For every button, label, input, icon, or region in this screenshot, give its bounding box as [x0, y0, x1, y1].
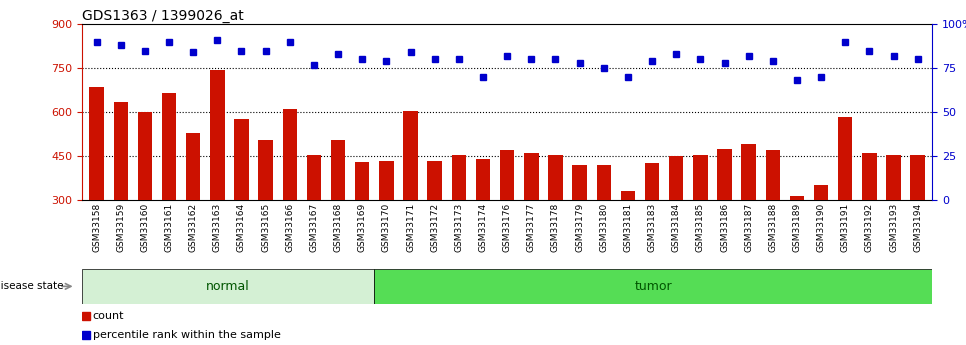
Bar	[374, 269, 932, 304]
Text: disease state: disease state	[0, 282, 64, 291]
Text: tumor: tumor	[635, 280, 672, 293]
Bar	[911, 155, 925, 200]
Text: GSM33185: GSM33185	[696, 203, 705, 253]
Bar	[330, 140, 346, 200]
Text: GSM33170: GSM33170	[382, 203, 391, 253]
Text: GSM33169: GSM33169	[357, 203, 367, 253]
Bar	[235, 119, 249, 200]
Bar	[404, 111, 417, 200]
Bar	[114, 102, 128, 200]
Bar	[185, 132, 201, 200]
Text: GSM33161: GSM33161	[164, 203, 174, 253]
Text: normal: normal	[207, 280, 250, 293]
Bar	[742, 144, 756, 200]
Text: GSM33178: GSM33178	[551, 203, 560, 253]
Bar	[476, 159, 491, 200]
Bar	[597, 165, 611, 200]
Text: GSM33177: GSM33177	[526, 203, 536, 253]
Bar	[379, 160, 394, 200]
Text: GSM33194: GSM33194	[913, 203, 923, 252]
Bar	[451, 155, 466, 200]
Bar	[355, 162, 369, 200]
Text: GSM33191: GSM33191	[840, 203, 850, 253]
Bar	[549, 155, 562, 200]
Text: GSM33176: GSM33176	[502, 203, 512, 253]
Bar	[162, 93, 177, 200]
Bar	[306, 155, 321, 200]
Bar	[887, 155, 901, 200]
Text: GSM33186: GSM33186	[720, 203, 729, 253]
Text: GSM33158: GSM33158	[92, 203, 101, 253]
Text: GSM33172: GSM33172	[430, 203, 440, 252]
Text: GDS1363 / 1399026_at: GDS1363 / 1399026_at	[82, 9, 243, 23]
Text: GSM33173: GSM33173	[454, 203, 464, 253]
Text: GSM33189: GSM33189	[792, 203, 802, 253]
Text: GSM33181: GSM33181	[623, 203, 633, 253]
Bar	[717, 149, 732, 200]
Text: GSM33168: GSM33168	[333, 203, 343, 253]
Text: GSM33164: GSM33164	[237, 203, 246, 252]
Text: GSM33180: GSM33180	[599, 203, 609, 253]
Text: GSM33166: GSM33166	[285, 203, 295, 253]
Text: GSM33187: GSM33187	[744, 203, 753, 253]
Text: GSM33160: GSM33160	[140, 203, 150, 253]
Bar	[645, 164, 659, 200]
Text: GSM33190: GSM33190	[816, 203, 826, 253]
Text: GSM33163: GSM33163	[213, 203, 222, 253]
Text: GSM33159: GSM33159	[116, 203, 126, 253]
Text: GSM33162: GSM33162	[188, 203, 198, 252]
Bar	[838, 117, 853, 200]
Bar	[572, 165, 586, 200]
Bar	[82, 269, 375, 304]
Bar	[863, 153, 877, 200]
Bar	[813, 186, 829, 200]
Bar	[668, 156, 684, 200]
Bar	[621, 191, 636, 200]
Text: percentile rank within the sample: percentile rank within the sample	[93, 330, 280, 339]
Bar	[138, 112, 153, 200]
Bar	[500, 150, 514, 200]
Text: GSM33192: GSM33192	[865, 203, 874, 252]
Bar	[790, 196, 804, 200]
Text: GSM33193: GSM33193	[889, 203, 898, 253]
Bar	[211, 70, 224, 200]
Text: GSM33165: GSM33165	[261, 203, 270, 253]
Text: GSM33167: GSM33167	[309, 203, 319, 253]
Bar	[259, 140, 273, 200]
Bar	[524, 153, 539, 200]
Bar	[89, 87, 104, 200]
Text: count: count	[93, 311, 125, 321]
Text: GSM33188: GSM33188	[768, 203, 778, 253]
Text: GSM33171: GSM33171	[406, 203, 415, 253]
Text: GSM33183: GSM33183	[647, 203, 657, 253]
Text: GSM33179: GSM33179	[575, 203, 584, 253]
Bar	[765, 150, 781, 200]
Bar	[694, 155, 707, 200]
Text: GSM33184: GSM33184	[671, 203, 681, 252]
Bar	[282, 109, 298, 200]
Bar	[427, 160, 441, 200]
Text: GSM33174: GSM33174	[478, 203, 488, 252]
